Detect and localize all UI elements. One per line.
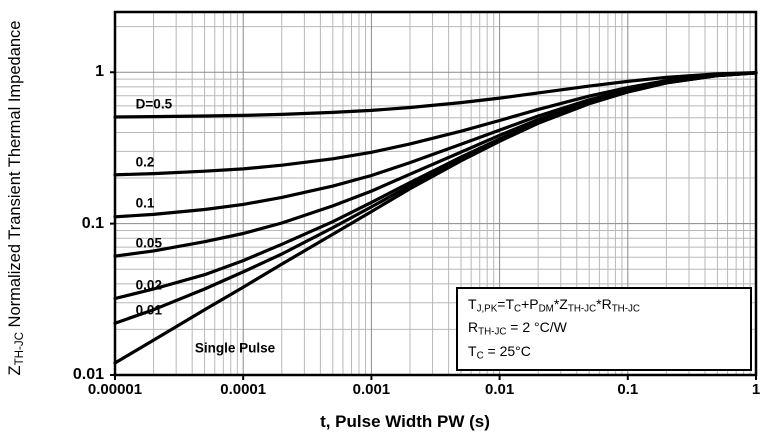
x-tick-label: 0.00001 [87, 381, 143, 398]
x-tick-label: 0.0001 [220, 381, 267, 398]
curve-label-0.2: 0.2 [135, 154, 155, 170]
y-tick-label: 1 [95, 63, 104, 81]
annotation-equation: TJ,PK=TC+PDM*ZTH-JC*RTH-JC [468, 295, 640, 315]
curve-0.2 [113, 71, 758, 177]
curve-label-single-pulse: Single Pulse [194, 340, 276, 356]
curves [113, 71, 758, 365]
curve-label-0.1: 0.1 [135, 195, 155, 211]
annotation-box: TJ,PK=TC+PDM*ZTH-JC*RTH-JC RTH-JC = 2 °C… [456, 287, 752, 371]
curve-single-pulse [113, 71, 758, 365]
curve-label-0.05: 0.05 [135, 235, 162, 251]
y-tick-label: 0.01 [72, 366, 104, 383]
curve-label-d-0.5: D=0.5 [135, 96, 173, 112]
curve-label-0.02: 0.02 [135, 277, 162, 293]
plot-frame [113, 10, 758, 377]
x-tick-label: 1 [751, 381, 761, 398]
curve-d-0.5 [113, 71, 758, 119]
annotation-rth-value: RTH-JC = 2 °C/W [468, 319, 567, 338]
annotation-tc-value: TC = 25°C [468, 342, 531, 362]
y-tick-label: 0.1 [81, 214, 104, 232]
x-axis-title: t, Pulse Width PW (s) [320, 412, 490, 431]
x-tick-label: 0.1 [617, 381, 639, 398]
curve-label-0.01: 0.01 [135, 302, 162, 318]
x-tick-label: 0.001 [352, 381, 391, 398]
x-tick-label: 0.01 [484, 381, 515, 398]
y-axis-title: ZTH-JC Normalized Transient Thermal Impe… [5, 20, 27, 376]
